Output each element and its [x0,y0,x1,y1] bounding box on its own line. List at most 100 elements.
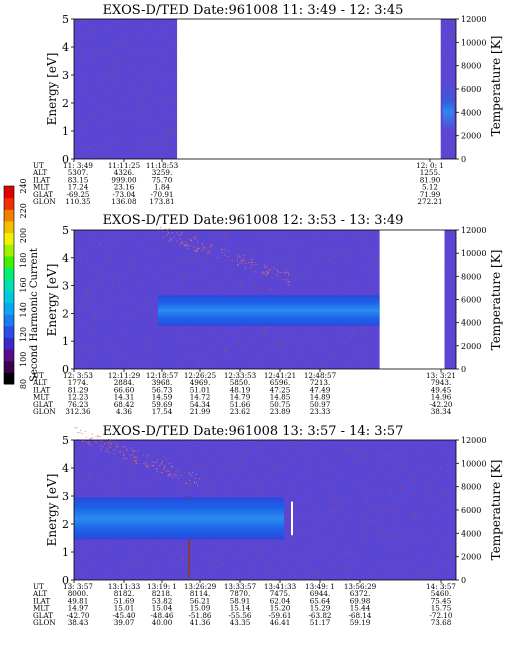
y-tick-label: 2 [62,307,69,320]
colorbar-tick-label: 160 [19,277,28,292]
orbit-value: 15.44 [350,604,371,613]
y-tick-label: 3 [62,69,69,82]
orbit-value: 69.98 [350,596,371,605]
orbit-value: 13:11:33 [108,582,141,591]
orbit-value: 1774. [68,378,89,387]
orbit-value: 38.34 [431,407,452,416]
orbit-value: 13:26:29 [184,582,217,591]
y-axis-label: Energy [eV] [45,53,59,126]
y-tick-label: 1 [62,335,69,348]
y2-tick-label: 6000 [461,296,481,305]
colorbar-label: Second Harmonic Current [29,248,40,382]
orbit-value: -55.56 [228,611,251,620]
orbit-value: 53.82 [152,596,173,605]
colorbar-tick-label: 140 [19,302,28,317]
orbit-value: -48.46 [150,611,173,620]
orbit-value: 15.75 [431,604,452,613]
orbit-value: 12:26:25 [184,371,217,380]
y-tick-label: 4 [62,252,69,265]
orbit-value: 68.42 [114,400,135,409]
orbit-value: 76.23 [68,400,89,409]
orbit-value: -72.10 [429,611,452,620]
y2-tick-label: 8000 [461,483,481,492]
orbit-value: -69.25 [66,190,89,199]
orbit-value: -42.70 [66,611,89,620]
orbit-value: 12.23 [68,393,89,402]
y-tick-label: 3 [62,280,69,293]
orbit-value: 12:18:57 [146,371,179,380]
colorbar: 80 100 120 140 160 180 200 220 240 Second Harmon… [3,178,40,389]
y2-tick-label: 2000 [461,342,481,351]
y-tick-label: 1 [62,546,69,559]
y2-tick-label: 4000 [461,319,481,328]
y2-axis-label: Temperature [K] [489,250,503,351]
orbit-value: -59.61 [268,611,291,620]
y-tick-label: 0 [62,574,69,587]
orbit-value: 8218. [152,589,173,598]
orbit-value: 12:33:53 [224,371,257,380]
orbit-value: 5850. [230,378,251,387]
orbit-value: 59.19 [350,618,371,627]
orbit-value: 75.45 [431,596,452,605]
orbit-value: 12: 3:53 [63,371,93,380]
orbit-value: 13:33:57 [224,582,257,591]
y-tick-label: 3 [62,490,69,503]
orbit-value: 136.08 [111,197,137,206]
panel-2: EXOS-D/TED Date:961008 12: 3:53 - 13: 3:… [32,213,503,416]
orbit-row-label: ILAT [33,385,50,394]
orbit-value: 54.34 [190,400,211,409]
orbit-value: 49.81 [68,596,89,605]
orbit-row-label: MLT [33,393,50,402]
panel-title: EXOS-D/TED Date:961008 13: 3:57 - 14: 3:… [103,424,404,439]
y-tick-label: 0 [62,153,69,166]
orbit-value: 2884. [114,378,135,387]
orbit-value: 49.45 [431,385,452,394]
orbit-value: 15.04 [152,604,173,613]
orbit-value: 110.35 [65,197,91,206]
colorbar-swatch [4,360,14,373]
orbit-value: 7475. [270,589,291,598]
orbit-value: 6944. [310,589,331,598]
data-segment [74,19,178,159]
colorbar-swatch [4,349,14,362]
orbit-value: 14.79 [230,393,251,402]
orbit-value: 51.69 [114,596,135,605]
orbit-row-label: GLAT [33,190,53,199]
colorbar-swatch [4,232,14,245]
panel-title: EXOS-D/TED Date:961008 12: 3:53 - 13: 3:… [103,213,404,228]
orbit-value: 51.66 [230,400,251,409]
y2-tick-label: 6000 [461,85,481,94]
y-axis-label: Energy [eV] [45,264,59,337]
orbit-value: 23.33 [310,407,331,416]
orbit-value: 73.68 [431,618,452,627]
colorbar-swatch [4,302,14,315]
orbit-row-label: GLON [33,618,56,627]
orbit-value: 83.15 [68,175,89,184]
orbit-value: 272.21 [417,197,442,206]
y2-tick-label: 10000 [461,38,486,47]
colorbar-swatch [4,267,14,280]
orbit-value: 4326. [114,168,135,177]
colorbar-tick-label: 200 [19,228,28,243]
orbit-value: 8114. [190,589,211,598]
panel-3: EXOS-D/TED Date:961008 13: 3:57 - 14: 3:… [32,424,503,627]
orbit-row-label: UT [33,371,44,380]
orbit-value: 38.43 [68,618,89,627]
orbit-value: 13: 3:57 [63,582,93,591]
colorbar-swatch [4,372,14,385]
orbit-value: 13:49: 1 [305,582,335,591]
orbit-value: 14.89 [310,393,331,402]
orbit-value: 14.72 [190,393,211,402]
y2-tick-label: 10000 [461,249,486,258]
orbit-value: 40.00 [152,618,173,627]
orbit-row-label: GLAT [33,400,53,409]
orbit-value: 3259. [152,168,173,177]
orbit-value: -45.40 [112,611,135,620]
y2-tick-label: 0 [461,365,466,374]
colorbar-swatch [4,290,14,303]
orbit-value: 50.75 [270,400,291,409]
orbit-value: 71.99 [420,190,441,199]
orbit-value: 47.49 [310,385,331,394]
orbit-row-label: UT [33,161,44,170]
